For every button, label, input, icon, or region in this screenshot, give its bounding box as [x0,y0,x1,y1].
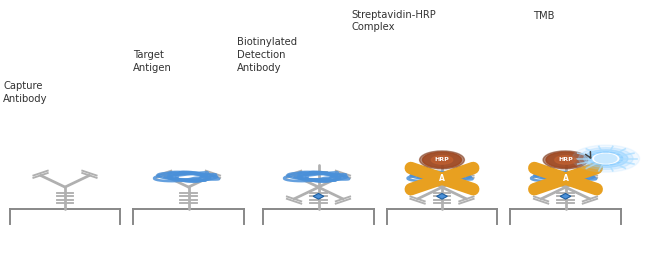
Text: Biotinylated
Detection
Antibody: Biotinylated Detection Antibody [237,37,298,73]
Circle shape [554,155,577,164]
Text: Capture
Antibody: Capture Antibody [3,81,47,104]
Text: TMB: TMB [533,11,554,21]
Circle shape [584,150,628,167]
Polygon shape [437,193,447,199]
Circle shape [432,155,453,164]
Circle shape [578,148,633,170]
Text: Streptavidin-HRP
Complex: Streptavidin-HRP Complex [351,10,436,32]
Polygon shape [560,193,571,199]
Circle shape [589,152,623,165]
Circle shape [420,151,465,169]
Circle shape [572,145,640,172]
Text: A: A [562,174,569,183]
Circle shape [593,153,619,164]
Text: A: A [439,174,445,183]
Circle shape [543,151,588,169]
Text: Target
Antigen: Target Antigen [133,50,172,73]
Circle shape [422,152,461,168]
Circle shape [546,152,585,168]
Text: HRP: HRP [435,157,449,162]
Text: HRP: HRP [558,157,573,162]
Polygon shape [313,193,324,199]
Circle shape [595,154,617,163]
